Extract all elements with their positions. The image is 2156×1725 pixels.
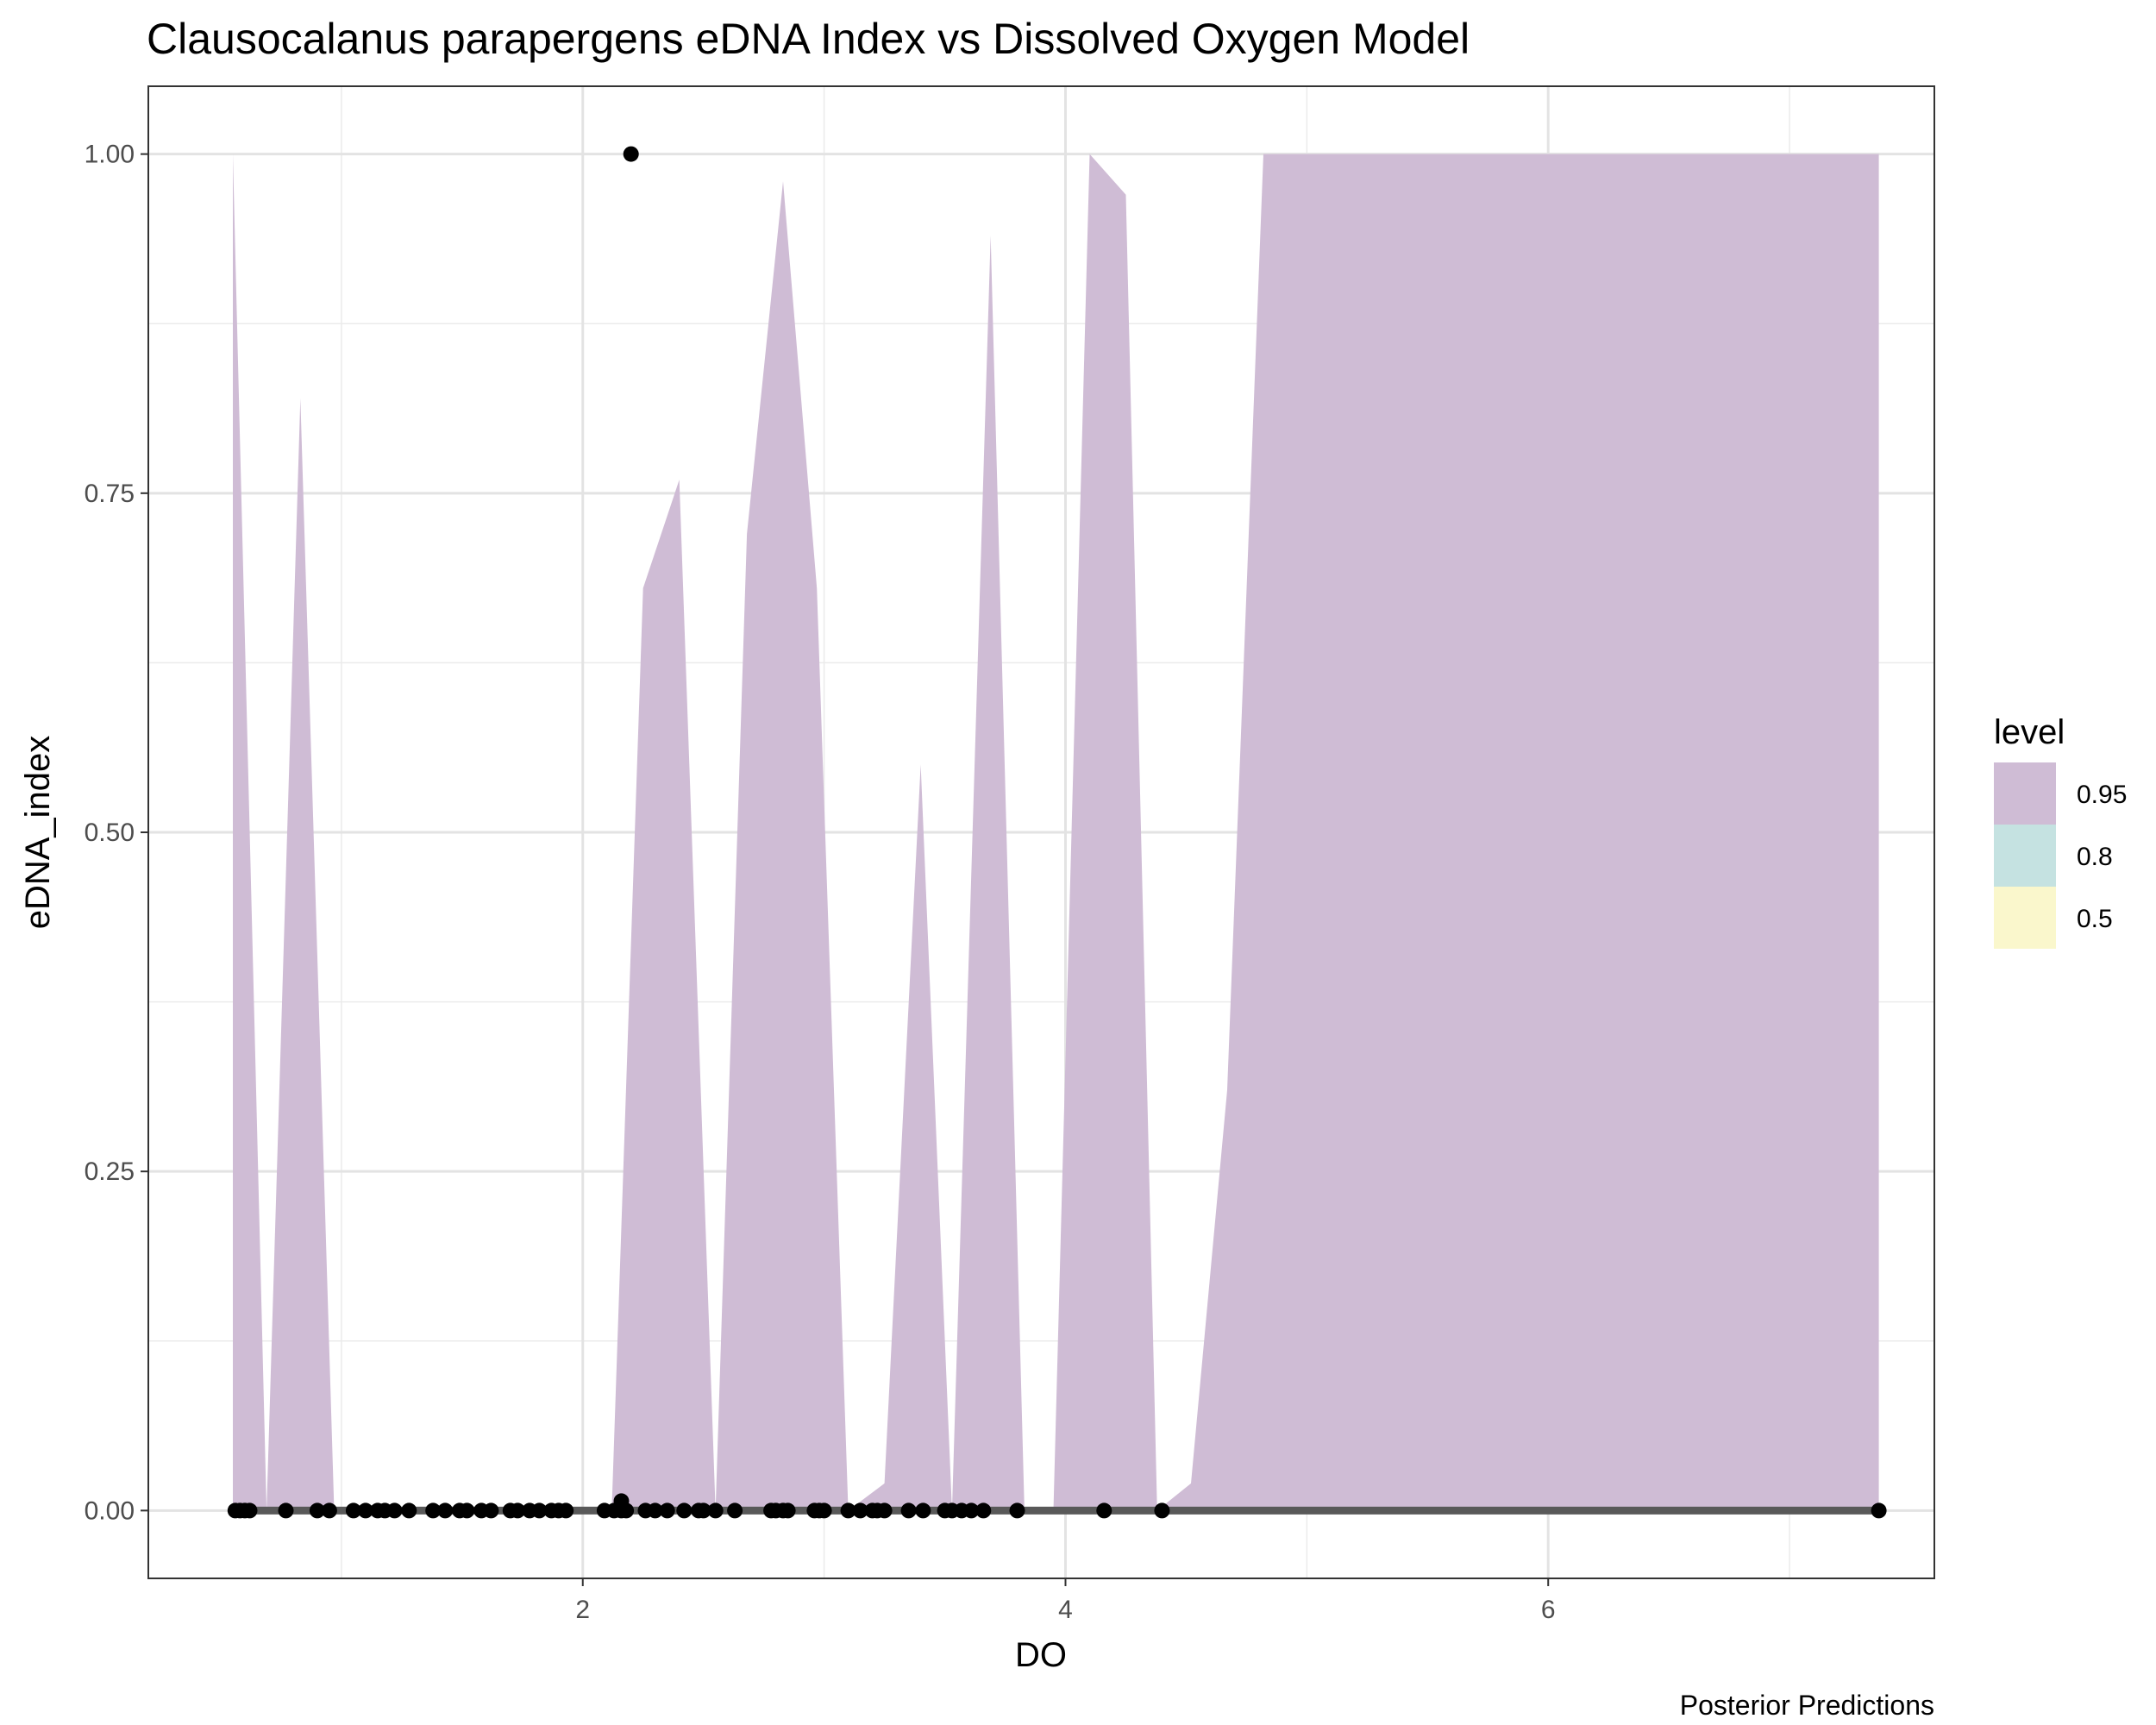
data-point: [695, 1502, 711, 1519]
interval-ribbons: [233, 154, 1879, 1511]
data-point: [357, 1502, 373, 1519]
data-point: [915, 1502, 931, 1519]
data-point: [613, 1493, 630, 1509]
legend-title: level: [1994, 713, 2065, 751]
data-point: [278, 1502, 294, 1519]
data-point: [707, 1502, 724, 1519]
data-point: [1096, 1502, 1112, 1519]
y-tick-label: 0.25: [85, 1157, 135, 1186]
data-point: [659, 1502, 675, 1519]
x-tick-label: 6: [1541, 1596, 1556, 1624]
legend: level 0.95 0.8 0.5: [1994, 713, 2127, 949]
legend-label: 0.8: [2077, 843, 2113, 871]
data-point: [780, 1502, 796, 1519]
data-point: [321, 1502, 337, 1519]
y-tick-label: 0.50: [85, 819, 135, 847]
data-point: [309, 1502, 325, 1519]
data-point: [727, 1502, 743, 1519]
data-point: [558, 1502, 574, 1519]
legend-label: 0.95: [2077, 781, 2127, 809]
data-point: [345, 1502, 361, 1519]
data-point: [852, 1502, 868, 1519]
data-point: [386, 1502, 403, 1519]
x-tick-label: 2: [575, 1596, 590, 1624]
plot-panel: [147, 85, 1935, 1579]
data-point: [459, 1502, 475, 1519]
y-tick-label: 0.75: [85, 480, 135, 508]
data-point: [531, 1502, 548, 1519]
x-tick-label: 4: [1058, 1596, 1073, 1624]
data-point: [437, 1502, 454, 1519]
data-point: [401, 1502, 417, 1519]
data-point: [1009, 1502, 1025, 1519]
data-point: [510, 1502, 526, 1519]
data-point: [900, 1502, 917, 1519]
data-point: [963, 1502, 980, 1519]
caption: Posterior Predictions: [1680, 1690, 1934, 1721]
data-point: [676, 1502, 693, 1519]
legend-label: 0.5: [2077, 905, 2113, 933]
data-points: [227, 146, 1887, 1519]
x-axis: 2 4 6: [575, 1578, 1556, 1624]
data-point: [975, 1502, 992, 1519]
legend-swatch: [1994, 762, 2056, 825]
ribbon-095: [233, 154, 1879, 1511]
x-axis-title: DO: [1015, 1636, 1067, 1674]
data-point: [623, 146, 639, 162]
y-tick-label: 1.00: [85, 141, 135, 169]
legend-swatch: [1994, 825, 2056, 887]
y-axis: 0.00 0.25 0.50 0.75 1.00: [85, 141, 148, 1525]
y-axis-title: eDNA_index: [19, 736, 57, 930]
data-point: [840, 1502, 856, 1519]
data-point: [1154, 1502, 1170, 1519]
data-point: [1871, 1502, 1887, 1519]
data-point: [483, 1502, 499, 1519]
chart-title: Clausocalanus parapergens eDNA Index vs …: [147, 15, 1470, 63]
y-tick-label: 0.00: [85, 1496, 135, 1525]
data-point: [876, 1502, 893, 1519]
data-point: [647, 1502, 663, 1519]
data-point: [816, 1502, 832, 1519]
data-point: [425, 1502, 442, 1519]
data-point: [241, 1502, 258, 1519]
legend-swatch: [1994, 887, 2056, 949]
